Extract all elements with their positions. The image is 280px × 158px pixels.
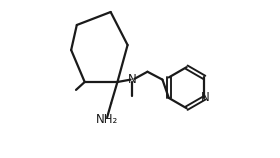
Text: N: N — [201, 91, 210, 104]
Text: N: N — [128, 73, 137, 86]
Text: NH₂: NH₂ — [96, 113, 118, 126]
